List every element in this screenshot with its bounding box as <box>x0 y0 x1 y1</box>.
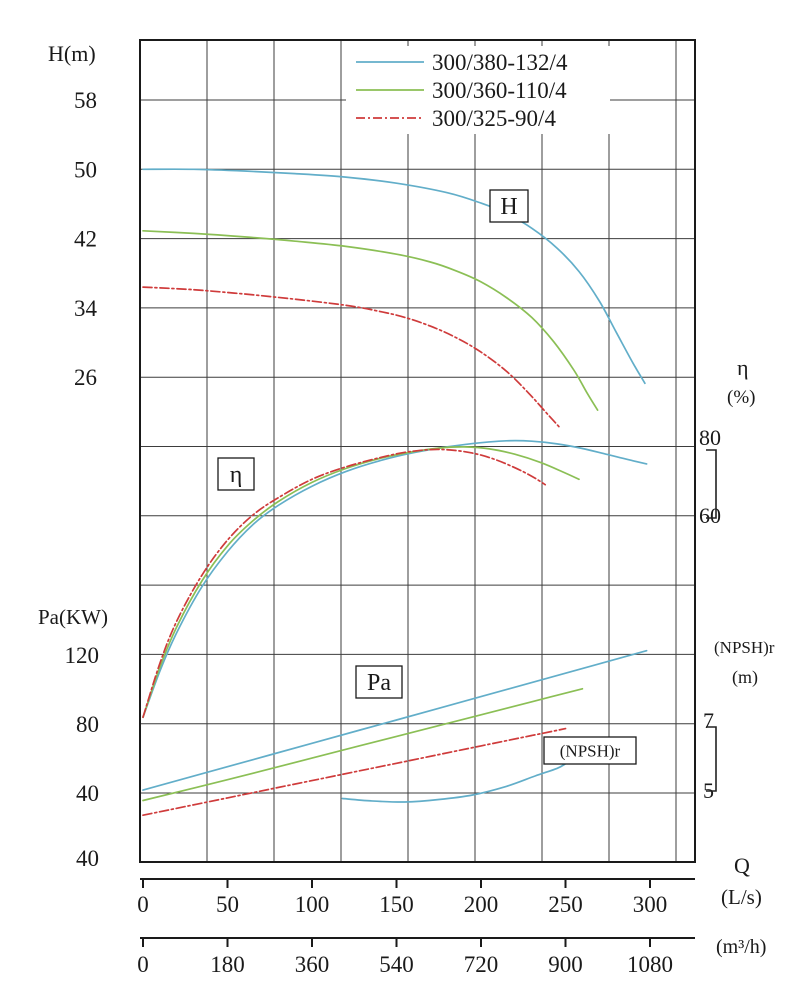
pa-tick-label: 80 <box>76 712 99 737</box>
q-ls-tick-label: 250 <box>548 892 583 917</box>
eta-label-text: η <box>230 462 243 488</box>
q-ls-tick-label: 50 <box>216 892 239 917</box>
legend-label-2: 300/325-90/4 <box>432 106 556 131</box>
curve-eta-2 <box>142 448 547 719</box>
pa-label-box <box>355 665 403 699</box>
h-tick-label: 34 <box>74 296 98 321</box>
h-axis-title: H(m) <box>48 41 96 66</box>
curve-h-1 <box>142 229 599 411</box>
curve-pa-2 <box>142 727 567 817</box>
curves <box>142 168 648 817</box>
annotations: Hη Pa (NPSH)r <box>217 189 637 765</box>
q-ls-tick-label: 150 <box>379 892 414 917</box>
plot-border <box>139 39 696 863</box>
h-label-box <box>489 189 529 223</box>
q-m3h-tick-label: 180 <box>210 952 245 977</box>
range-brackets <box>706 449 717 792</box>
q-ls-tick-label: 300 <box>633 892 668 917</box>
q-axis-unit-m3h: (m³/h) <box>716 936 767 958</box>
curve-eta-1 <box>142 446 580 719</box>
h-label-text: H <box>500 194 517 220</box>
eta-axis-title: η <box>737 355 749 380</box>
q-ls-tick-label: 0 <box>137 892 149 917</box>
pa-axis-title: Pa(KW) <box>38 605 108 629</box>
h-tick-label: 50 <box>74 157 97 182</box>
q-axis-unit-ls: (L/s) <box>721 885 762 909</box>
x-axes <box>140 878 695 947</box>
npsh-axis-title: (NPSH)r <box>714 638 775 657</box>
curve-eta-0 <box>142 439 648 719</box>
curve-h-0 <box>142 168 646 385</box>
curve-pa-1 <box>142 687 584 802</box>
q-m3h-tick-label: 900 <box>548 952 583 977</box>
npsh-axis-unit: (m) <box>732 667 758 687</box>
legend: 300/380-132/4 300/360-110/4 300/325-90/4 <box>346 46 610 134</box>
q-m3h-tick-label: 0 <box>137 952 149 977</box>
npsh-range-bracket <box>706 726 717 792</box>
curve-npsh-0 <box>341 762 567 803</box>
eta-tick-label: 60 <box>699 503 721 528</box>
legend-label-0: 300/380-132/4 <box>432 50 568 75</box>
pa-tick-label: 40 <box>76 781 99 806</box>
curve-h-2 <box>142 286 562 430</box>
eta-label-box <box>217 457 255 491</box>
eta-axis-unit: (%) <box>727 387 756 408</box>
curve-pa-0 <box>142 649 648 791</box>
q-m3h-tick-label: 360 <box>295 952 330 977</box>
h-tick-label: 42 <box>74 227 97 252</box>
q-m3h-tick-label: 540 <box>379 952 414 977</box>
npsh-label-box <box>543 736 637 765</box>
h-tick-label: 26 <box>74 365 97 390</box>
npsh-label-text: (NPSH)r <box>560 741 621 760</box>
q-m3h-tick-label: 1080 <box>627 952 673 977</box>
eta-range-bracket <box>706 449 717 519</box>
q-m3h-tick-label: 720 <box>464 952 499 977</box>
npsh-tick-label: 7 <box>703 708 714 733</box>
pa-tick-label: 120 <box>65 643 100 668</box>
q-ls-tick-label: 200 <box>464 892 499 917</box>
h-tick-label: 58 <box>74 88 97 113</box>
q-ls-tick-label: 100 <box>295 892 330 917</box>
eta-tick-label: 80 <box>699 425 721 450</box>
legend-label-1: 300/360-110/4 <box>432 78 567 103</box>
pa-label-text: Pa <box>367 670 391 696</box>
pa-tick-label: 40 <box>76 846 99 871</box>
q-axis-title: Q <box>734 853 750 878</box>
